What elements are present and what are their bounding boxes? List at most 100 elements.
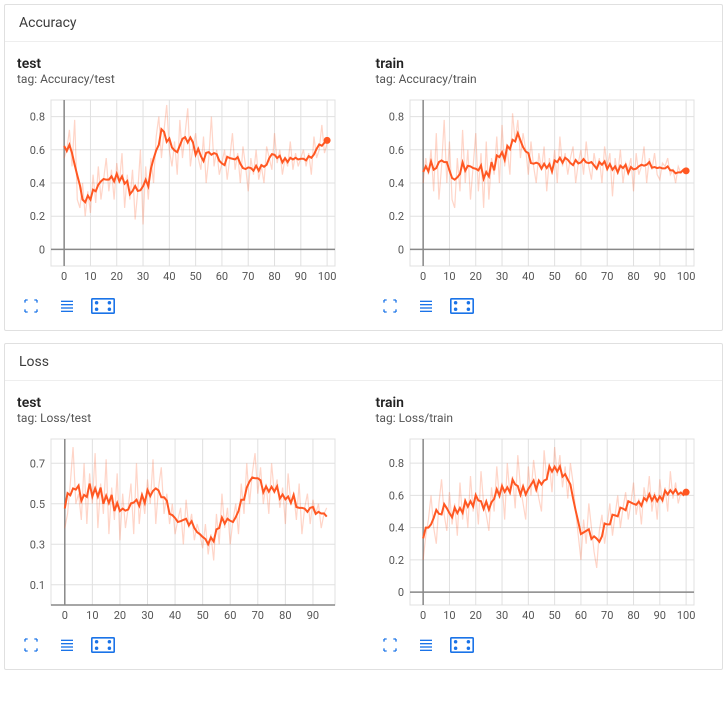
fit-domain-icon[interactable] — [450, 635, 474, 655]
svg-text:0.2: 0.2 — [388, 554, 403, 567]
svg-text:90: 90 — [653, 609, 665, 622]
line-chart: 0 10 20 30 40 50 60 70 80 90 0.1 0.3 0.5 0.7 — [17, 429, 347, 629]
line-chart: 0 10 20 30 40 50 60 70 80 90 100 0 0.2 0.4 0.6 0.8 — [17, 90, 347, 290]
svg-text:0.4: 0.4 — [388, 522, 403, 535]
svg-text:30: 30 — [141, 609, 153, 622]
svg-text:0: 0 — [397, 586, 403, 599]
charts-row: test tag: Loss/test 01020304050607080900… — [5, 381, 722, 669]
chart-title: test — [17, 395, 352, 411]
chart-cell: train tag: Loss/train 0 10 20 30 40 50 60 70 80 9… — [368, 391, 719, 661]
svg-text:40: 40 — [163, 270, 175, 283]
svg-text:0.6: 0.6 — [388, 144, 403, 157]
svg-text:0.8: 0.8 — [388, 111, 403, 124]
svg-text:70: 70 — [601, 270, 613, 283]
chart-toolbar — [376, 629, 711, 657]
svg-text:100: 100 — [676, 609, 695, 622]
svg-text:80: 80 — [268, 270, 280, 283]
chart-cell: train tag: Accuracy/train 0 10 20 30 40 50 60 7… — [368, 52, 719, 322]
svg-text:20: 20 — [469, 609, 481, 622]
chart-cell: test tag: Accuracy/test 0 10 20 30 40 50 60 70 8… — [9, 52, 360, 322]
svg-text:0.2: 0.2 — [388, 210, 403, 223]
svg-text:90: 90 — [307, 609, 319, 622]
svg-text:10: 10 — [443, 270, 455, 283]
chart-subtitle: tag: Loss/train — [376, 411, 711, 425]
svg-text:90: 90 — [653, 270, 665, 283]
svg-text:70: 70 — [252, 609, 264, 622]
chart-toolbar — [376, 290, 711, 318]
lines-icon[interactable] — [414, 296, 438, 316]
svg-text:80: 80 — [279, 609, 291, 622]
svg-text:0.7: 0.7 — [30, 457, 45, 470]
svg-text:0: 0 — [61, 270, 67, 283]
chart-subtitle: tag: Accuracy/train — [376, 72, 711, 86]
svg-text:50: 50 — [196, 609, 208, 622]
svg-text:10: 10 — [84, 270, 96, 283]
chart-subtitle: tag: Loss/test — [17, 411, 352, 425]
lines-icon[interactable] — [55, 635, 79, 655]
svg-text:30: 30 — [495, 270, 507, 283]
section-title: Loss — [5, 344, 722, 381]
expand-icon[interactable] — [378, 296, 402, 316]
chart-cell: test tag: Loss/test 01020304050607080900… — [9, 391, 360, 661]
chart-title: train — [376, 395, 711, 411]
chart-toolbar — [17, 290, 352, 318]
svg-text:40: 40 — [522, 609, 534, 622]
section-loss: Loss test tag: Loss/test 0 10 20 30 40 50 60 70… — [4, 343, 723, 670]
chart-title: test — [17, 56, 352, 72]
svg-text:0.5: 0.5 — [30, 498, 45, 511]
svg-text:60: 60 — [574, 270, 586, 283]
svg-text:0.4: 0.4 — [388, 177, 403, 190]
fit-domain-icon[interactable] — [450, 296, 474, 316]
svg-text:0.2: 0.2 — [30, 210, 45, 223]
svg-text:100: 100 — [676, 270, 695, 283]
svg-text:50: 50 — [548, 609, 560, 622]
chart-title: train — [376, 56, 711, 72]
svg-text:30: 30 — [137, 270, 149, 283]
fit-domain-icon[interactable] — [91, 296, 115, 316]
fit-domain-icon[interactable] — [91, 635, 115, 655]
section-accuracy: Accuracy test tag: Accuracy/test 0 10 20 30… — [4, 4, 723, 331]
svg-text:20: 20 — [469, 270, 481, 283]
line-chart: 0 10 20 30 40 50 60 70 80 90 100 0 0.2 0.4 0.6 0.8 — [376, 429, 706, 629]
svg-text:80: 80 — [627, 270, 639, 283]
svg-text:10: 10 — [443, 609, 455, 622]
svg-text:0.8: 0.8 — [388, 457, 403, 470]
expand-icon[interactable] — [378, 635, 402, 655]
svg-text:0: 0 — [420, 270, 426, 283]
svg-text:0.6: 0.6 — [30, 144, 45, 157]
svg-text:90: 90 — [295, 270, 307, 283]
charts-row: test tag: Accuracy/test 0 10 20 30 40 50 60 70 8… — [5, 42, 722, 330]
svg-text:10: 10 — [86, 609, 98, 622]
svg-text:0: 0 — [39, 243, 45, 256]
lines-icon[interactable] — [55, 296, 79, 316]
svg-text:50: 50 — [548, 270, 560, 283]
svg-text:60: 60 — [574, 609, 586, 622]
svg-text:100: 100 — [318, 270, 337, 283]
section-title: Accuracy — [5, 5, 722, 42]
svg-text:20: 20 — [111, 270, 123, 283]
svg-text:40: 40 — [522, 270, 534, 283]
svg-text:0.6: 0.6 — [388, 489, 403, 502]
svg-text:0: 0 — [397, 243, 403, 256]
svg-text:50: 50 — [189, 270, 201, 283]
chart-subtitle: tag: Accuracy/test — [17, 72, 352, 86]
line-chart: 0 10 20 30 40 50 60 70 80 90 100 0 0.2 0.4 0.6 0.8 — [376, 90, 706, 290]
svg-text:80: 80 — [627, 609, 639, 622]
svg-text:0: 0 — [420, 609, 426, 622]
expand-icon[interactable] — [19, 296, 43, 316]
svg-text:40: 40 — [169, 609, 181, 622]
svg-text:0.1: 0.1 — [30, 579, 45, 592]
svg-text:20: 20 — [114, 609, 126, 622]
lines-icon[interactable] — [414, 635, 438, 655]
svg-text:0.8: 0.8 — [30, 111, 45, 124]
svg-text:70: 70 — [242, 270, 254, 283]
expand-icon[interactable] — [19, 635, 43, 655]
svg-text:30: 30 — [495, 609, 507, 622]
svg-text:0.4: 0.4 — [30, 177, 45, 190]
svg-text:70: 70 — [601, 609, 613, 622]
svg-text:60: 60 — [224, 609, 236, 622]
chart-toolbar — [17, 629, 352, 657]
svg-text:60: 60 — [216, 270, 228, 283]
svg-text:0.3: 0.3 — [30, 538, 45, 551]
svg-text:0: 0 — [62, 609, 68, 622]
